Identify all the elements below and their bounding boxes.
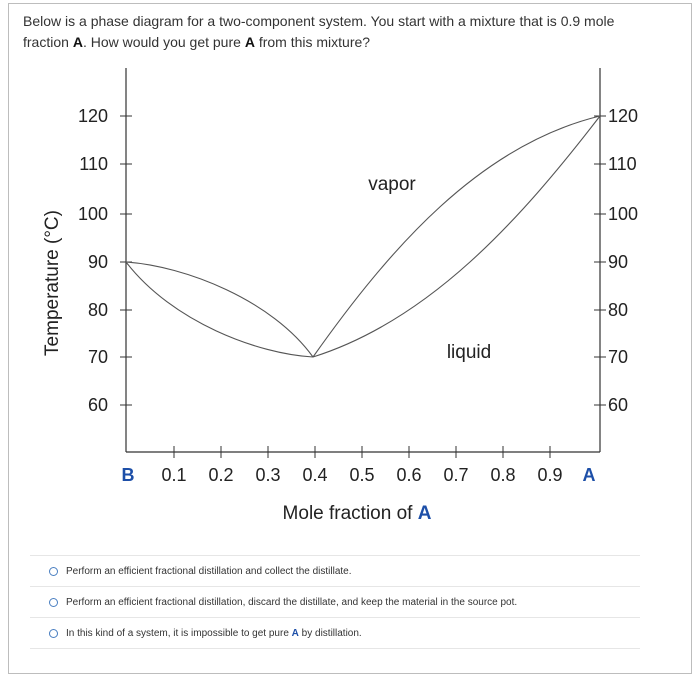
x-tick-label: 0.8 [490,465,515,485]
radio-button[interactable] [49,566,58,576]
y-axis-title: Temperature (°C) [42,210,63,356]
question-text: Below is a phase diagram for a two-compo… [23,11,663,53]
phase-diagram: 120 110 100 90 80 70 60 120 110 100 90 8… [42,68,638,524]
x-axis-title-component: A [418,503,432,524]
component-a-label: A [291,627,299,639]
x-tick-label: 0.7 [443,465,468,485]
option-text: Perform an efficient fractional distilla… [66,565,352,577]
liquid-region-label: liquid [447,342,491,363]
y-tick-label: 110 [79,154,108,174]
answer-option[interactable]: Perform an efficient fractional distilla… [30,586,640,617]
answer-option[interactable]: In this kind of a system, it is impossib… [30,617,640,649]
radio-button[interactable] [49,597,58,607]
component-a-label: A [72,34,83,50]
y-tick-label: 60 [88,395,108,415]
x-right-label: A [583,465,596,485]
y-tick-label: 120 [78,106,108,126]
liquid-curve-right [312,115,601,358]
y-tick-label: 100 [608,204,638,224]
right-y-ticks [594,115,606,406]
x-tick-label: 0.4 [302,465,327,485]
x-axis-title-prefix: Mole fraction of [283,503,418,524]
x-tick-label: 0.6 [396,465,421,485]
x-left-label: B [122,465,135,485]
y-tick-label: 90 [88,252,108,272]
y-tick-label: 110 [608,154,637,174]
y-tick-label: 120 [608,106,638,126]
option-text-part: by distillation. [298,627,362,639]
x-axis-title: Mole fraction of A [283,503,432,524]
component-a-label: A [244,34,255,50]
y-tick-label: 80 [608,300,628,320]
question-part: . How would you get pure [82,34,245,50]
y-tick-label: 60 [608,395,628,415]
y-tick-label: 70 [88,347,108,367]
question-part: from this mixture? [254,34,371,50]
y-tick-label: 70 [608,347,628,367]
x-tick-label: 0.2 [208,465,233,485]
x-ticks [173,446,551,458]
answer-option[interactable]: Perform an efficient fractional distilla… [30,555,640,586]
y-tick-label: 80 [88,300,108,320]
y-tick-label: 100 [78,204,108,224]
vapor-region-label: vapor [368,174,416,195]
x-tick-label: 0.1 [161,465,186,485]
liquid-curve-left [125,261,314,358]
x-tick-label: 0.9 [537,465,562,485]
option-text: Perform an efficient fractional distilla… [66,596,518,608]
question-part: Below is a phase diagram for a two-compo… [23,13,615,50]
x-tick-label: 0.3 [255,465,280,485]
y-tick-label: 90 [608,252,628,272]
x-tick-label: 0.5 [349,465,374,485]
radio-button[interactable] [49,628,58,638]
vapor-curve-left [125,261,314,358]
option-text-part: In this kind of a system, it is impossib… [66,627,292,639]
answer-options: Perform an efficient fractional distilla… [30,555,640,649]
question-card [8,3,692,674]
option-text: In this kind of a system, it is impossib… [66,628,362,639]
vapor-curve-right [312,115,601,358]
